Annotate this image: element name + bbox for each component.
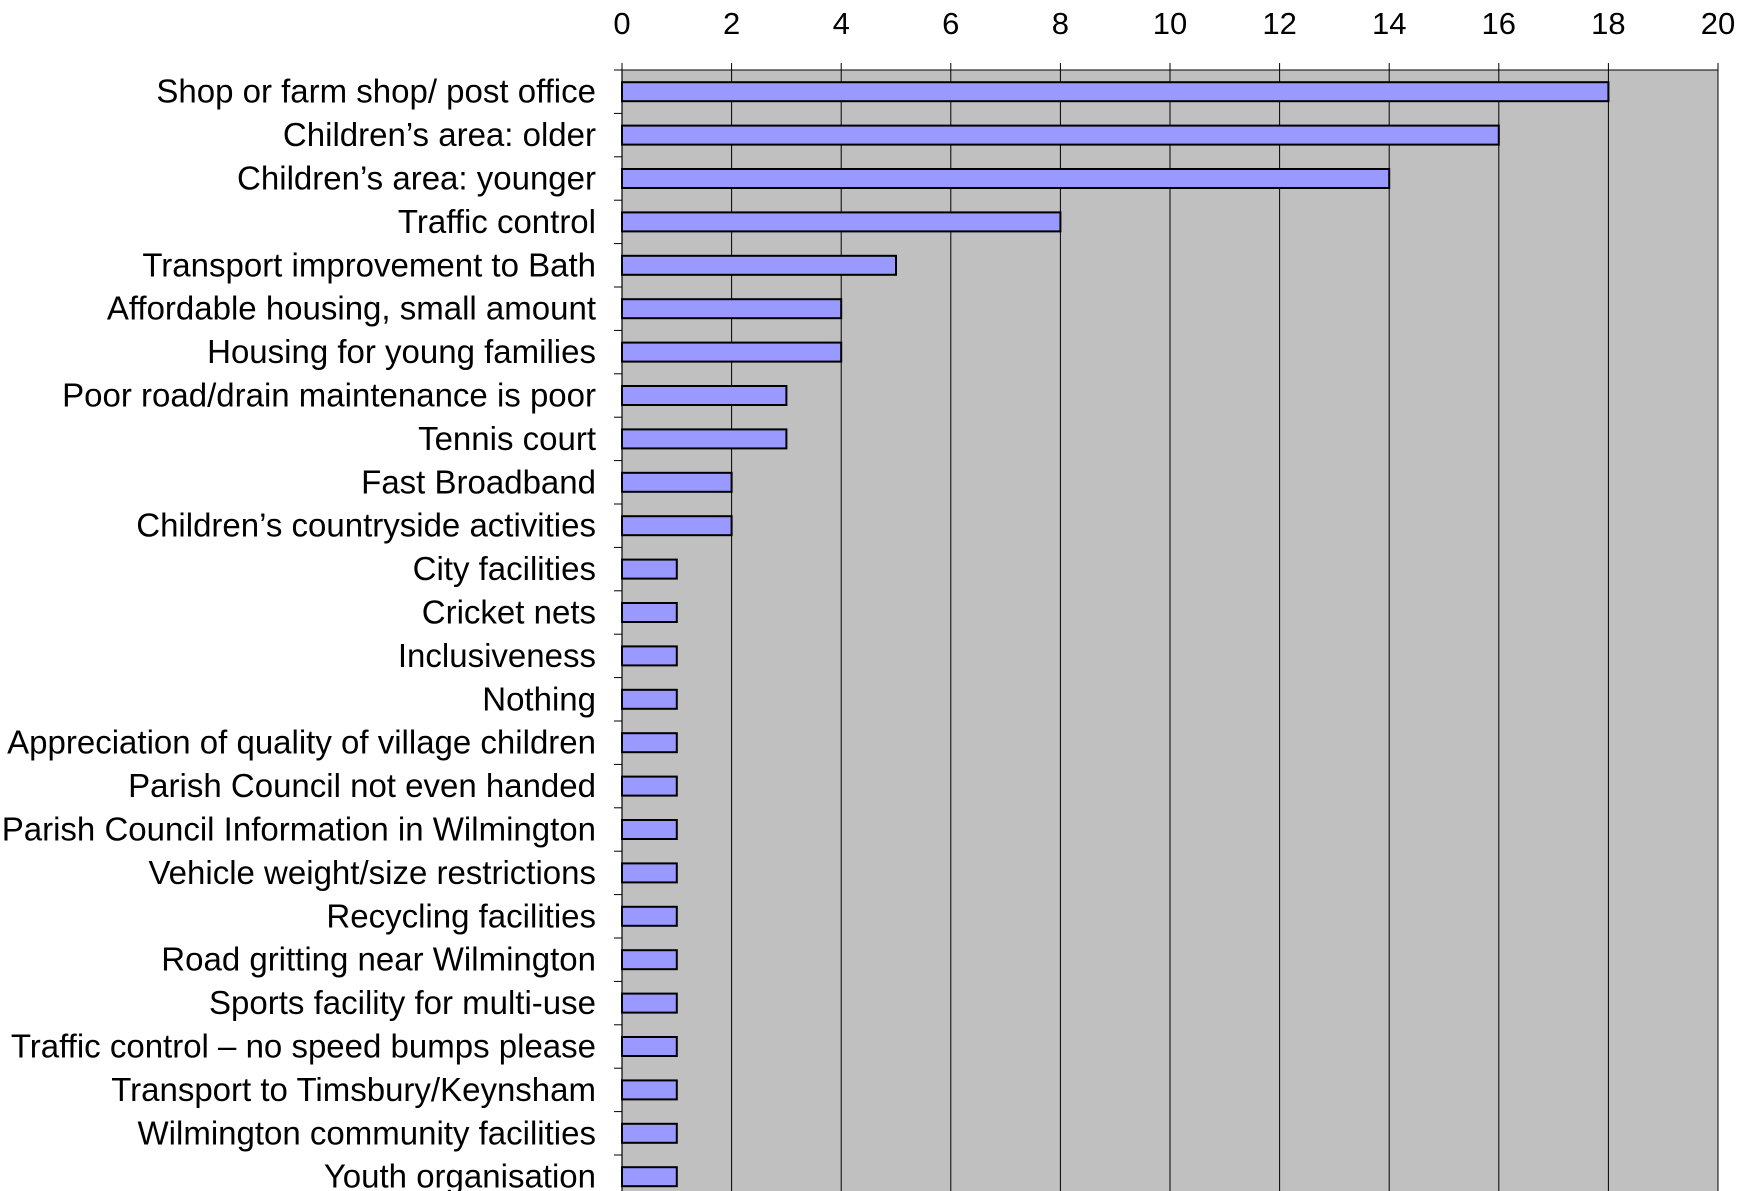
bar: [621, 905, 678, 927]
bar: [621, 558, 678, 580]
category-label: Youth organisation: [324, 1158, 596, 1191]
y-axis: [614, 69, 623, 1191]
category-label: Housing for young families: [207, 333, 596, 370]
category-label: Nothing: [482, 680, 596, 717]
bar: [621, 298, 843, 320]
category-label: Children’s area: younger: [237, 160, 596, 197]
x-tick-label: 18: [1591, 6, 1625, 41]
bars: [621, 81, 1610, 1188]
category-label: Road gritting near Wilmington: [161, 941, 596, 978]
x-tick-label: 10: [1153, 6, 1187, 41]
category-label: Traffic control: [398, 203, 596, 240]
bar: [621, 81, 1610, 103]
category-label: Vehicle weight/size restrictions: [148, 854, 596, 891]
category-label: Inclusiveness: [398, 637, 596, 674]
bar: [621, 428, 788, 450]
bar: [621, 688, 678, 710]
bar: [621, 732, 678, 754]
category-label: Transport improvement to Bath: [142, 246, 596, 283]
x-tick-label: 16: [1482, 6, 1516, 41]
bar: [621, 862, 678, 884]
bar: [621, 385, 788, 406]
bar: [621, 775, 678, 797]
category-label: Poor road/drain maintenance is poor: [62, 377, 596, 414]
category-label: Parish Council not even handed: [128, 767, 596, 804]
category-label: Parish Council Information in Wilmington: [2, 811, 596, 848]
x-tick-label: 14: [1372, 6, 1406, 41]
bar: [621, 124, 1500, 146]
category-label: Affordable housing, small amount: [107, 290, 596, 327]
category-label: City facilities: [413, 550, 596, 587]
bar: [621, 168, 1391, 189]
bar: [621, 211, 1062, 233]
category-label: Sports facility for multi-use: [209, 984, 596, 1021]
x-tick-label: 4: [833, 6, 850, 41]
category-label: Shop or farm shop/ post office: [156, 73, 596, 110]
bar: [621, 602, 678, 623]
bar: [621, 515, 733, 537]
category-label: Children’s area: older: [283, 116, 596, 153]
category-label: Tennis court: [418, 420, 596, 457]
plot-area: [622, 70, 1719, 1191]
bar: [621, 471, 733, 493]
bar: [621, 819, 678, 840]
category-label: Cricket nets: [422, 594, 596, 631]
x-axis: 0 2 4 6 8 10 12 14 16 18 20: [613, 6, 1735, 71]
bar: [621, 992, 678, 1014]
x-tick-label: 8: [1052, 6, 1069, 41]
category-label: Fast Broadband: [361, 463, 596, 500]
x-tick-label: 20: [1701, 6, 1735, 41]
bar: [621, 341, 843, 363]
category-label: Wilmington community facilities: [138, 1114, 596, 1151]
x-tick-label: 12: [1262, 6, 1296, 41]
bar: [621, 1036, 678, 1057]
x-tick-label: 2: [723, 6, 740, 41]
bar: [621, 254, 897, 276]
category-label: Appreciation of quality of village child…: [7, 724, 596, 761]
bar: [621, 1079, 678, 1101]
category-label: Recycling facilities: [326, 897, 596, 934]
category-label: Traffic control – no speed bumps please: [11, 1028, 596, 1065]
bar: [621, 1166, 678, 1188]
category-labels: Shop or farm shop/ post office Children’s…: [2, 73, 596, 1191]
bar: [621, 645, 678, 667]
category-label: Children’s countryside activities: [136, 507, 596, 544]
x-tick-label: 0: [613, 6, 630, 41]
bar: [621, 1122, 678, 1144]
x-tick-label: 6: [942, 6, 959, 41]
category-label: Transport to Timsbury/Keynsham: [111, 1071, 596, 1108]
bar: [621, 949, 678, 971]
